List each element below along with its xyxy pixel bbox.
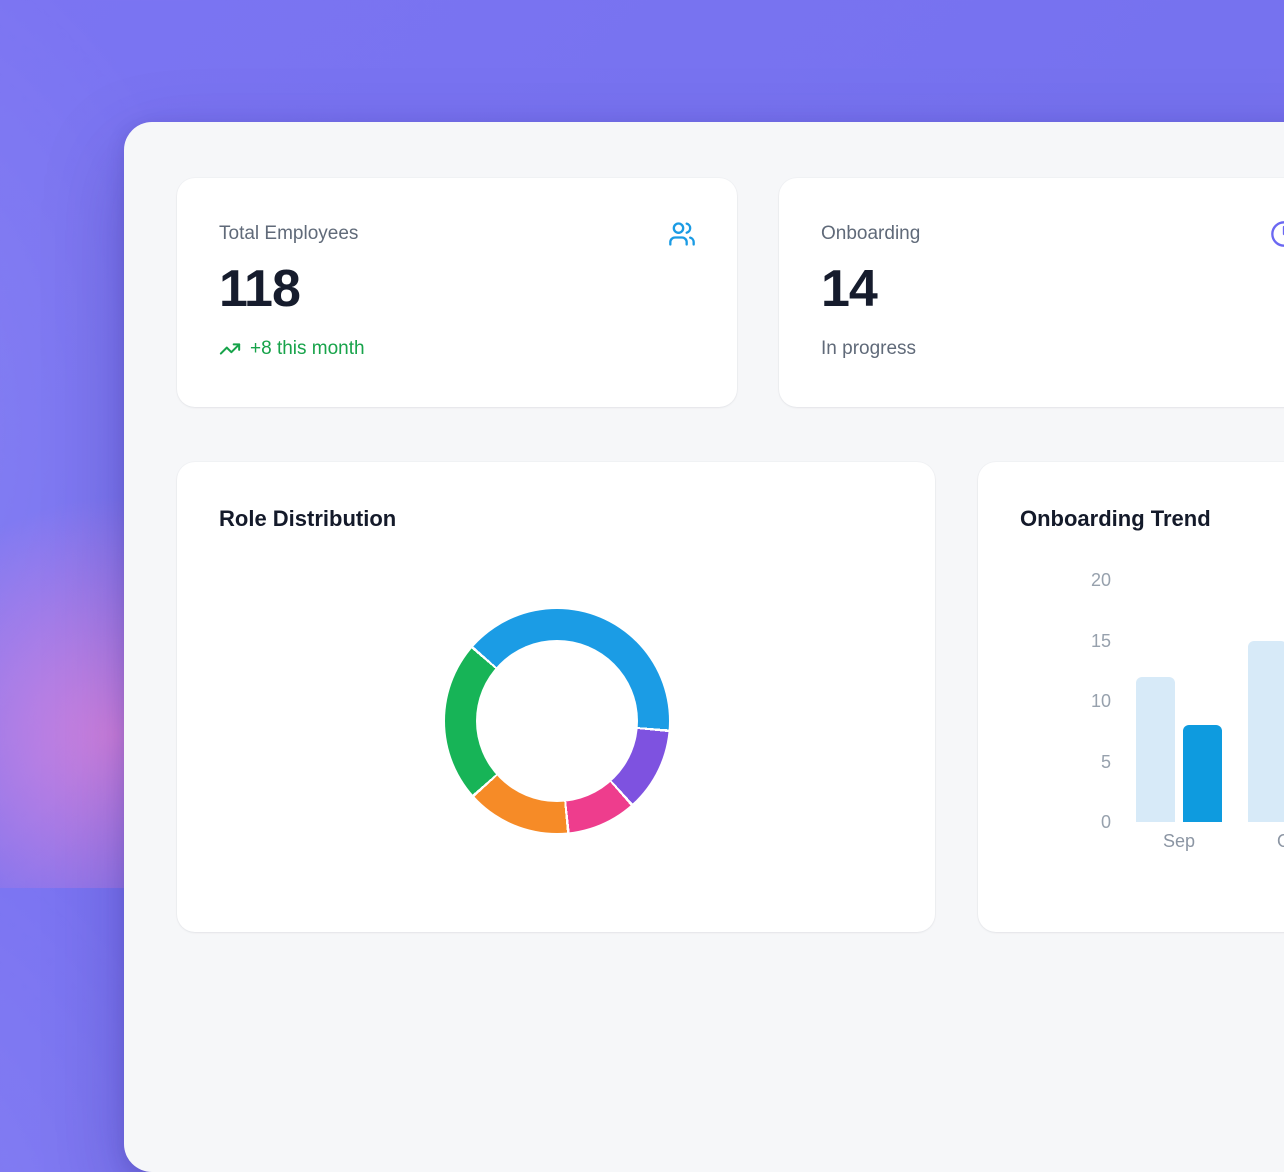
chart-title: Role Distribution xyxy=(219,506,397,531)
y-axis-tick: 10 xyxy=(1090,691,1111,711)
trending-up-icon xyxy=(219,338,241,360)
bar-sep-dark[interactable] xyxy=(1183,725,1222,822)
chart-title: Onboarding Trend xyxy=(1020,506,1211,531)
role-distribution-card: Role Distribution xyxy=(177,462,935,932)
role-distribution-donut-chart[interactable] xyxy=(445,609,669,833)
users-icon xyxy=(668,220,696,248)
bar-oct-light[interactable] xyxy=(1248,640,1284,822)
stat-card-total-employees: Total Employees 118 +8 this month xyxy=(177,178,737,407)
clock-icon xyxy=(1270,220,1284,248)
stat-trend-text: +8 this month xyxy=(250,338,365,359)
y-axis-tick: 20 xyxy=(1090,570,1111,590)
stat-label: Total Employees xyxy=(219,223,359,244)
y-axis-tick: 15 xyxy=(1090,630,1111,651)
onboarding-trend-card: Onboarding Trend 20 15 10 5 0 Sep Oct xyxy=(978,462,1284,932)
x-axis-label: Oct xyxy=(1276,831,1284,851)
y-axis-tick: 0 xyxy=(1100,812,1111,832)
screen: { "theme": { "background_purple": "#7874… xyxy=(0,0,1284,888)
dashboard-panel: Total Employees 118 +8 this month Onboar… xyxy=(124,122,1284,1172)
stat-card-onboarding: Onboarding 14 In progress xyxy=(779,178,1284,407)
donut-hole xyxy=(476,640,638,802)
bar-sep-light[interactable] xyxy=(1136,676,1175,822)
y-axis-tick: 5 xyxy=(1100,751,1111,772)
stat-trend: +8 this month xyxy=(219,337,365,361)
onboarding-trend-bar-chart[interactable]: 20 15 10 5 0 Sep Oct xyxy=(978,462,1284,932)
stat-label: Onboarding xyxy=(821,223,921,244)
stat-subtext-text: In progress xyxy=(821,338,917,359)
x-axis-label: Sep xyxy=(1162,831,1196,851)
stat-value: 14 xyxy=(821,260,878,318)
stat-subtext: In progress xyxy=(821,337,916,361)
stat-value: 118 xyxy=(219,260,301,318)
